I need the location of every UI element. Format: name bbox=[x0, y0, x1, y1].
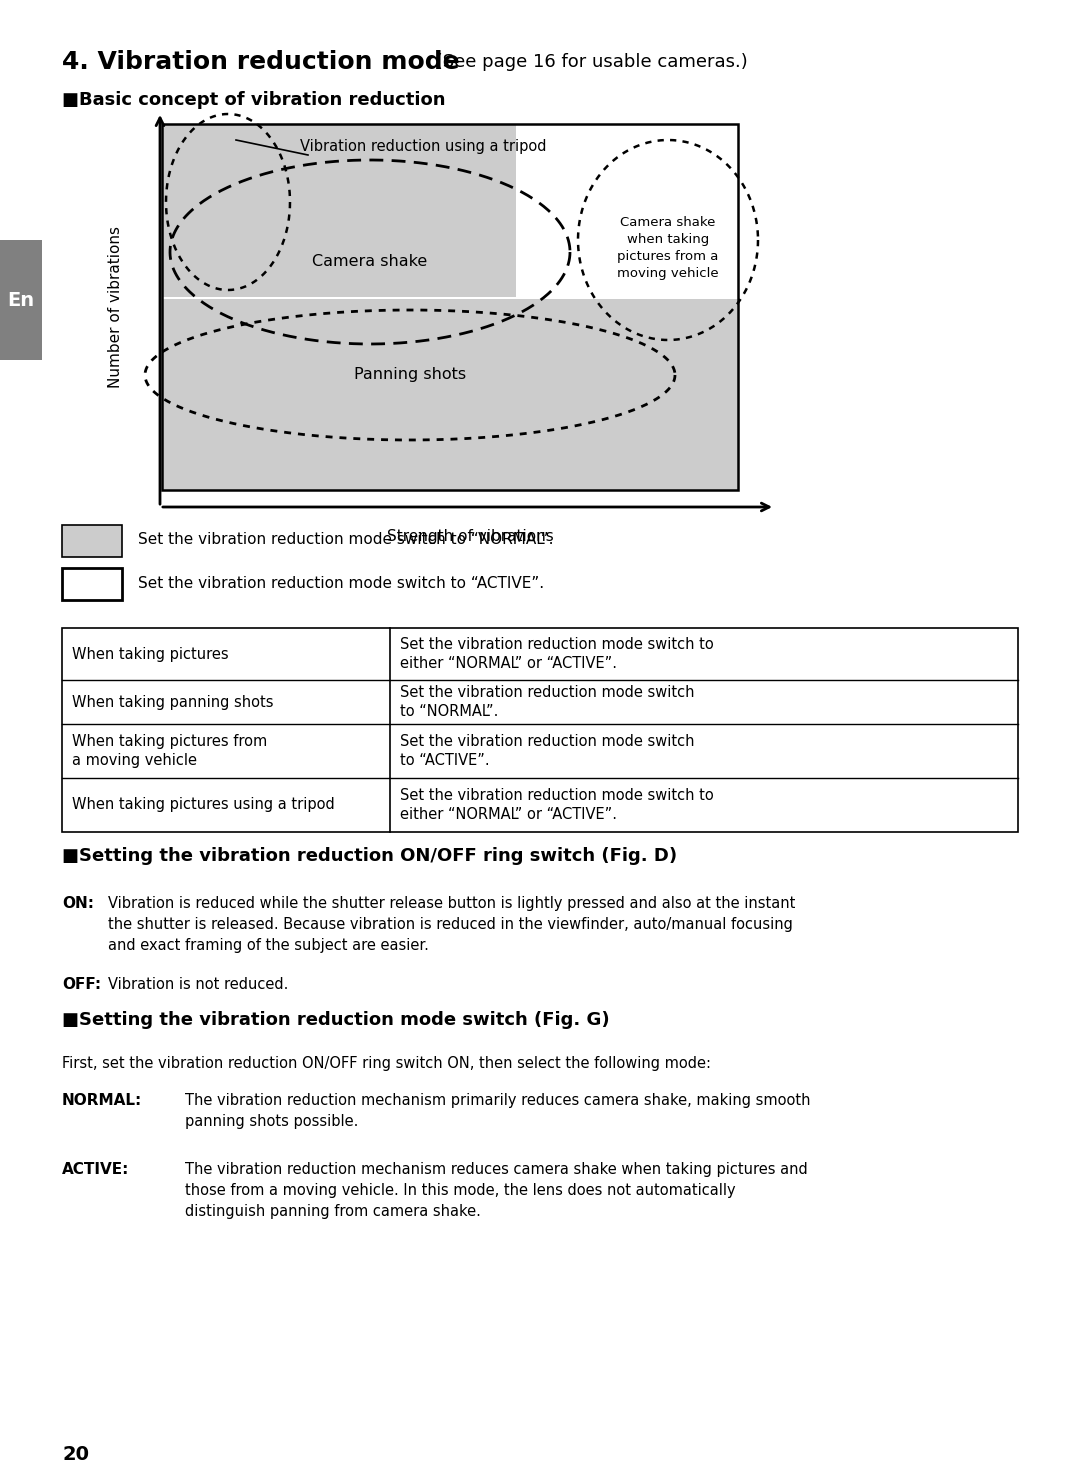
Text: 4. Vibration reduction mode: 4. Vibration reduction mode bbox=[62, 50, 460, 74]
Bar bbox=[62, 525, 122, 558]
Text: 20: 20 bbox=[62, 1446, 89, 1465]
Text: ■Setting the vibration reduction ON/OFF ring switch (Fig. D): ■Setting the vibration reduction ON/OFF … bbox=[62, 847, 677, 865]
Text: Set the vibration reduction mode switch
to “NORMAL”.: Set the vibration reduction mode switch … bbox=[400, 685, 694, 719]
Text: Set the vibration reduction mode switch to
either “NORMAL” or “ACTIVE”.: Set the vibration reduction mode switch … bbox=[400, 636, 714, 672]
Text: When taking pictures using a tripod: When taking pictures using a tripod bbox=[72, 798, 335, 813]
Text: Panning shots: Panning shots bbox=[354, 368, 467, 383]
Text: When taking panning shots: When taking panning shots bbox=[72, 694, 273, 709]
Bar bbox=[162, 300, 738, 489]
Text: Camera shake
when taking
pictures from a
moving vehicle: Camera shake when taking pictures from a… bbox=[617, 217, 719, 280]
Bar bbox=[62, 627, 1018, 832]
Text: Camera shake: Camera shake bbox=[312, 255, 428, 270]
Bar bbox=[0, 240, 42, 360]
Text: Vibration reduction using a tripod: Vibration reduction using a tripod bbox=[300, 139, 546, 154]
Text: When taking pictures: When taking pictures bbox=[72, 647, 229, 661]
Text: Set the vibration reduction mode switch to
either “NORMAL” or “ACTIVE”.: Set the vibration reduction mode switch … bbox=[400, 787, 714, 823]
Text: Set the vibration reduction mode switch to “NORMAL”.: Set the vibration reduction mode switch … bbox=[138, 532, 554, 547]
Text: Vibration is not reduced.: Vibration is not reduced. bbox=[108, 977, 288, 992]
Text: When taking pictures from
a moving vehicle: When taking pictures from a moving vehic… bbox=[72, 734, 267, 768]
Text: ACTIVE:: ACTIVE: bbox=[62, 1163, 130, 1178]
Text: Vibration is reduced while the shutter release button is lightly pressed and als: Vibration is reduced while the shutter r… bbox=[108, 896, 795, 954]
Text: Set the vibration reduction mode switch
to “ACTIVE”.: Set the vibration reduction mode switch … bbox=[400, 734, 694, 768]
Text: ON:: ON: bbox=[62, 896, 94, 911]
Bar bbox=[162, 125, 738, 489]
Text: En: En bbox=[8, 291, 35, 310]
Text: ■Setting the vibration reduction mode switch (Fig. G): ■Setting the vibration reduction mode sw… bbox=[62, 1011, 609, 1029]
Text: NORMAL:: NORMAL: bbox=[62, 1093, 143, 1108]
Text: Set the vibration reduction mode switch to “ACTIVE”.: Set the vibration reduction mode switch … bbox=[138, 575, 544, 590]
Text: The vibration reduction mechanism primarily reduces camera shake, making smooth
: The vibration reduction mechanism primar… bbox=[185, 1093, 810, 1129]
Bar bbox=[62, 568, 122, 601]
Text: Strength of vibrations: Strength of vibrations bbox=[387, 528, 553, 543]
Text: ■Basic concept of vibration reduction: ■Basic concept of vibration reduction bbox=[62, 90, 446, 108]
Text: The vibration reduction mechanism reduces camera shake when taking pictures and
: The vibration reduction mechanism reduce… bbox=[185, 1163, 808, 1219]
Text: Number of vibrations: Number of vibrations bbox=[108, 225, 122, 389]
Text: (See page 16 for usable cameras.): (See page 16 for usable cameras.) bbox=[430, 53, 747, 71]
Text: First, set the vibration reduction ON/OFF ring switch ON, then select the follow: First, set the vibration reduction ON/OF… bbox=[62, 1056, 711, 1071]
Bar bbox=[162, 125, 516, 297]
Text: OFF:: OFF: bbox=[62, 977, 102, 992]
